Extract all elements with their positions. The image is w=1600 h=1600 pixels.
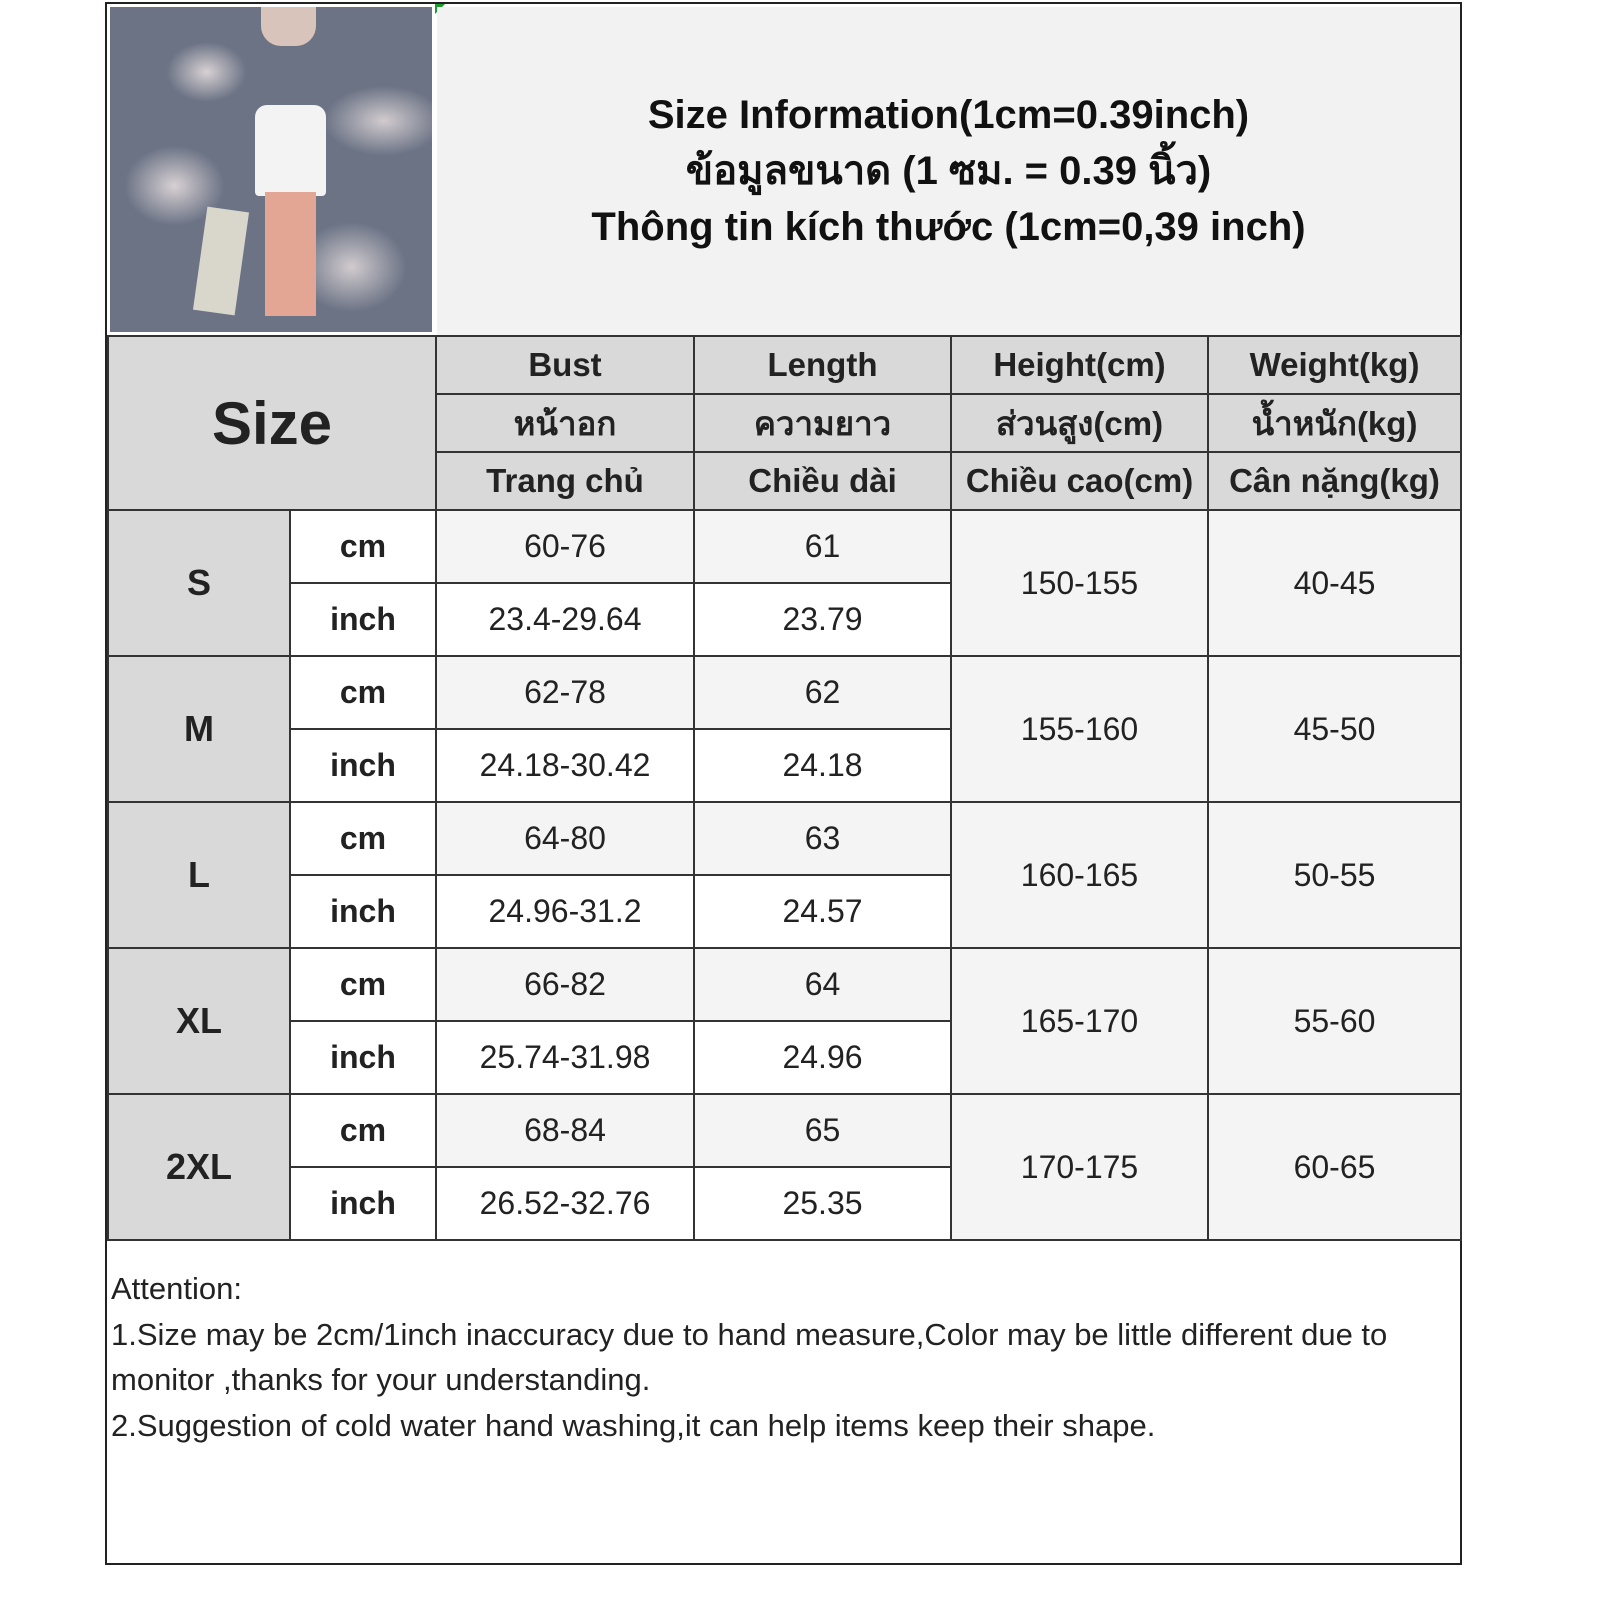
length-cm: 62: [693, 655, 952, 730]
col-height-th: ส่วนสูง(cm): [950, 393, 1209, 453]
bust-cm: 64-80: [435, 801, 695, 876]
col-height-en: Height(cm): [950, 335, 1209, 395]
bust-cm: 62-78: [435, 655, 695, 730]
size-header: Size: [107, 335, 437, 511]
unit-inch: inch: [289, 874, 437, 949]
height-range: 160-165: [950, 801, 1209, 949]
col-length-en: Length: [693, 335, 952, 395]
bust-inch: 25.74-31.98: [435, 1020, 695, 1095]
unit-inch: inch: [289, 728, 437, 803]
col-height-vi: Chiều cao(cm): [950, 451, 1209, 511]
bust-inch: 24.18-30.42: [435, 728, 695, 803]
size-row-inch: inch 26.52-32.76 25.35: [108, 1166, 1461, 1241]
size-row-cm: XL cm 66-82 64 165-170 55-60: [107, 947, 1462, 1095]
weight-range: 40-45: [1207, 509, 1462, 657]
attention-notes: Attention: 1.Size may be 2cm/1inch inacc…: [111, 1266, 1452, 1448]
length-cm: 64: [693, 947, 952, 1022]
size-label: XL: [107, 947, 291, 1095]
weight-range: 60-65: [1207, 1093, 1462, 1241]
length-cm: 63: [693, 801, 952, 876]
bust-inch: 26.52-32.76: [435, 1166, 695, 1241]
height-range: 150-155: [950, 509, 1209, 657]
col-length-th: ความยาว: [693, 393, 952, 453]
unit-cm: cm: [289, 947, 437, 1022]
weight-range: 50-55: [1207, 801, 1462, 949]
size-table: Size Bust Length Height(cm) Weight(kg) ห…: [107, 335, 1462, 1241]
bust-inch: 24.96-31.2: [435, 874, 695, 949]
col-length-vi: Chiều dài: [693, 451, 952, 511]
size-chart: Size Information(1cm=0.39inch) ข้อมูลขนา…: [105, 2, 1462, 1565]
bust-cm: 60-76: [435, 509, 695, 584]
length-inch: 23.79: [693, 582, 952, 657]
size-row-cm: S cm 60-76 61 150-155 40-45: [107, 509, 1462, 657]
bust-cm: 68-84: [435, 1093, 695, 1168]
unit-inch: inch: [289, 582, 437, 657]
col-bust-th: หน้าอก: [435, 393, 695, 453]
weight-range: 55-60: [1207, 947, 1462, 1095]
size-row-cm: L cm 64-80 63 160-165 50-55: [107, 801, 1462, 949]
length-cm: 65: [693, 1093, 952, 1168]
unit-inch: inch: [289, 1020, 437, 1095]
unit-cm: cm: [289, 655, 437, 730]
length-inch: 25.35: [693, 1166, 952, 1241]
unit-inch: inch: [289, 1166, 437, 1241]
height-range: 155-160: [950, 655, 1209, 803]
unit-cm: cm: [289, 1093, 437, 1168]
size-information-title: Size Information(1cm=0.39inch) ข้อมูลขนา…: [437, 7, 1460, 335]
col-weight-vi: Cân nặng(kg): [1207, 451, 1462, 511]
note-1: 1.Size may be 2cm/1inch inaccuracy due t…: [111, 1316, 1388, 1398]
size-row-inch: inch 23.4-29.64 23.79: [108, 582, 1461, 657]
length-inch: 24.96: [693, 1020, 952, 1095]
size-row-cm: M cm 62-78 62 155-160 45-50: [107, 655, 1462, 803]
size-row-inch: inch 24.18-30.42 24.18: [108, 728, 1461, 803]
title-vi: Thông tin kích thước (1cm=0,39 inch): [591, 205, 1306, 249]
length-inch: 24.18: [693, 728, 952, 803]
notes-heading: Attention:: [111, 1271, 242, 1306]
col-weight-en: Weight(kg): [1207, 335, 1462, 395]
length-inch: 24.57: [693, 874, 952, 949]
col-bust-en: Bust: [435, 335, 695, 395]
height-range: 170-175: [950, 1093, 1209, 1241]
col-weight-th: น้ำหนัก(kg): [1207, 393, 1462, 453]
length-cm: 61: [693, 509, 952, 584]
title-th: ข้อมูลขนาด (1 ซม. = 0.39 นิ้ว): [685, 149, 1212, 193]
bust-inch: 23.4-29.64: [435, 582, 695, 657]
size-row-inch: inch 24.96-31.2 24.57: [108, 874, 1461, 949]
size-label: L: [107, 801, 291, 949]
unit-cm: cm: [289, 801, 437, 876]
size-label: 2XL: [107, 1093, 291, 1241]
size-label: S: [107, 509, 291, 657]
col-bust-vi: Trang chủ: [435, 451, 695, 511]
height-range: 165-170: [950, 947, 1209, 1095]
weight-range: 45-50: [1207, 655, 1462, 803]
size-row-inch: inch 25.74-31.98 24.96: [108, 1020, 1461, 1095]
note-2: 2.Suggestion of cold water hand washing,…: [111, 1407, 1156, 1443]
product-photo: [110, 7, 432, 332]
bust-cm: 66-82: [435, 947, 695, 1022]
size-label: M: [107, 655, 291, 803]
unit-cm: cm: [289, 509, 437, 584]
title-en: Size Information(1cm=0.39inch): [647, 93, 1250, 137]
size-row-cm: 2XL cm 68-84 65 170-175 60-65: [107, 1093, 1462, 1241]
